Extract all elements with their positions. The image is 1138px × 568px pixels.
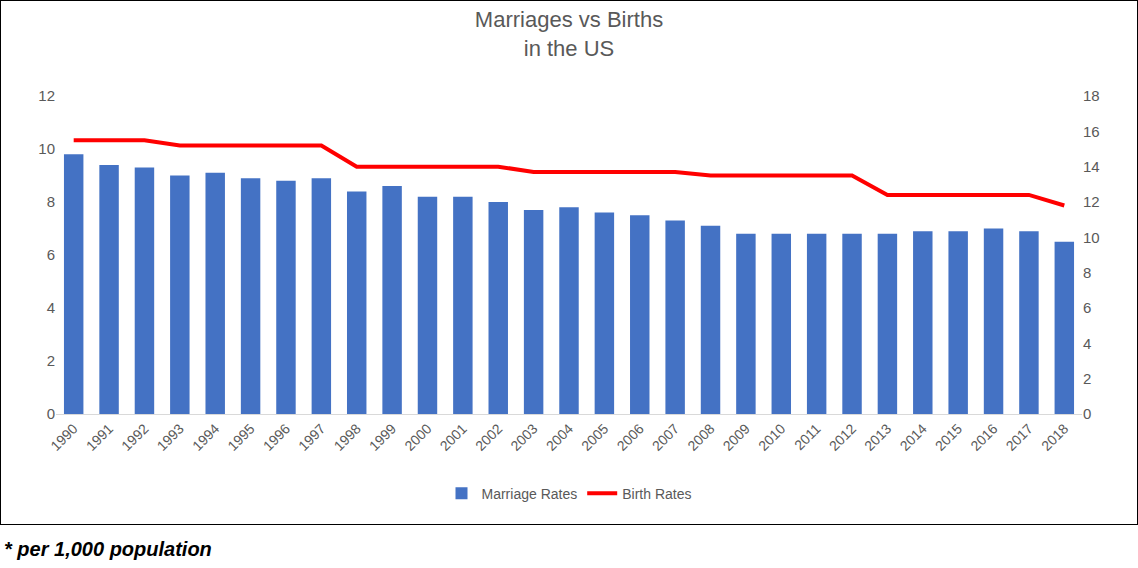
svg-text:2014: 2014 — [897, 420, 930, 453]
svg-text:8: 8 — [47, 193, 55, 210]
svg-text:1990: 1990 — [47, 420, 80, 453]
svg-text:1997: 1997 — [295, 420, 328, 453]
svg-text:6: 6 — [1083, 299, 1091, 316]
svg-text:1998: 1998 — [330, 420, 363, 453]
svg-text:2002: 2002 — [472, 420, 505, 453]
html-text:* per 1,000 population: * per 1,000 population — [4, 538, 212, 560]
svg-text:2018: 2018 — [1038, 420, 1071, 453]
svg-text:6: 6 — [47, 246, 55, 263]
svg-text:10: 10 — [38, 140, 55, 157]
svg-text:1996: 1996 — [260, 420, 293, 453]
svg-text:4: 4 — [47, 299, 55, 316]
svg-text:2001: 2001 — [437, 420, 470, 453]
svg-text:2006: 2006 — [613, 420, 646, 453]
svg-text:2012: 2012 — [826, 420, 859, 453]
svg-text:1992: 1992 — [118, 420, 151, 453]
svg-text:2017: 2017 — [1003, 420, 1036, 453]
svg-text:2016: 2016 — [967, 420, 1000, 453]
svg-text:2: 2 — [47, 352, 55, 369]
svg-text:1999: 1999 — [366, 420, 399, 453]
svg-text:2005: 2005 — [578, 420, 611, 453]
svg-text:10: 10 — [1083, 229, 1100, 246]
svg-text:1993: 1993 — [154, 420, 187, 453]
svg-text:2015: 2015 — [932, 420, 965, 453]
svg-text:2009: 2009 — [720, 420, 753, 453]
svg-text:0: 0 — [47, 405, 55, 422]
svg-text:14: 14 — [1083, 158, 1100, 175]
svg-text:2003: 2003 — [507, 420, 540, 453]
svg-text:2004: 2004 — [543, 420, 576, 453]
svg-text:2013: 2013 — [861, 420, 894, 453]
svg-text:0: 0 — [1083, 405, 1091, 422]
svg-text:2007: 2007 — [649, 420, 682, 453]
svg-text:1994: 1994 — [189, 420, 222, 453]
svg-text:2: 2 — [1083, 370, 1091, 387]
svg-text:2010: 2010 — [755, 420, 788, 453]
svg-text:2008: 2008 — [684, 420, 717, 453]
svg-text:1995: 1995 — [224, 420, 257, 453]
svg-text:2000: 2000 — [401, 420, 434, 453]
svg-text:Marriage Rates: Marriage Rates — [482, 486, 578, 502]
svg-text:Marriages vs Birthsin the US: Marriages vs Birthsin the US — [475, 7, 663, 61]
svg-text:4: 4 — [1083, 335, 1091, 352]
svg-text:18: 18 — [1083, 87, 1100, 104]
svg-text:1991: 1991 — [83, 420, 116, 453]
svg-text:12: 12 — [38, 87, 55, 104]
svg-text:8: 8 — [1083, 264, 1091, 281]
svg-text:16: 16 — [1083, 123, 1100, 140]
svg-text:2011: 2011 — [791, 420, 824, 453]
svg-text:Birth Rates: Birth Rates — [622, 486, 691, 502]
svg-text:12: 12 — [1083, 193, 1100, 210]
